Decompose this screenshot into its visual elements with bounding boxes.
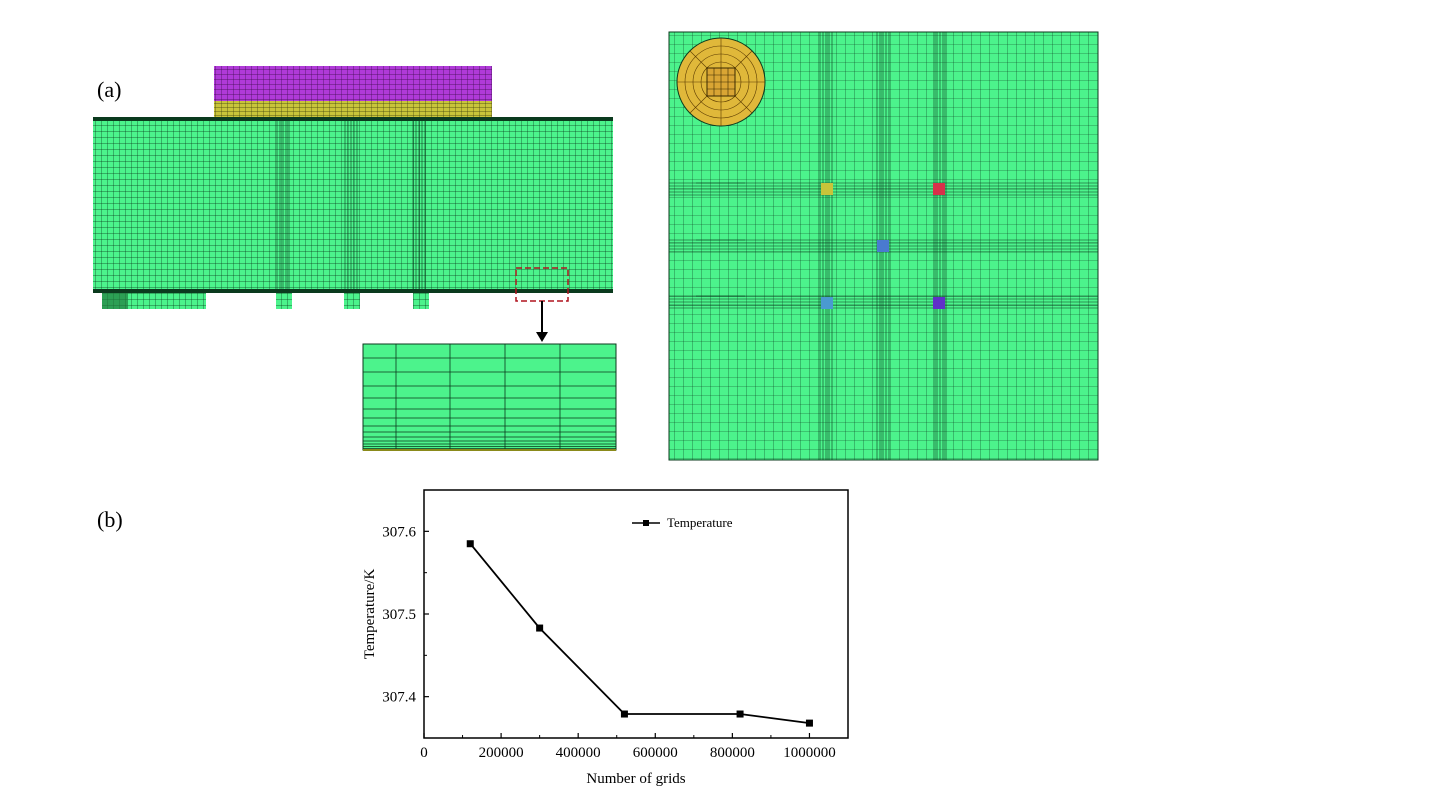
x-axis-label: Number of grids bbox=[586, 771, 685, 787]
data-point bbox=[536, 624, 544, 632]
heat-source bbox=[821, 297, 833, 309]
bottom-pillar bbox=[344, 293, 360, 309]
x-tick-label: 800000 bbox=[710, 745, 755, 761]
x-tick-label: 1000000 bbox=[783, 745, 836, 761]
data-point bbox=[466, 540, 474, 548]
heat-source bbox=[821, 183, 833, 195]
top-view-mesh bbox=[668, 31, 1099, 461]
x-tick-label: 600000 bbox=[633, 745, 678, 761]
panel-b-label: (b) bbox=[97, 507, 123, 532]
legend: Temperature bbox=[632, 515, 733, 530]
data-point bbox=[736, 710, 744, 718]
fluid-domain-mesh bbox=[93, 119, 613, 292]
y-tick-label: 307.6 bbox=[382, 524, 416, 540]
y-tick-label: 307.5 bbox=[382, 607, 416, 623]
y-axis-label: Temperature/K bbox=[362, 569, 378, 660]
zoomed-mesh-detail bbox=[362, 343, 617, 451]
x-tick-label: 0 bbox=[420, 745, 428, 761]
heat-source bbox=[877, 240, 889, 252]
heat-source bbox=[933, 297, 945, 309]
x-tick-label: 200000 bbox=[479, 745, 524, 761]
panel-a-label: (a) bbox=[97, 77, 121, 102]
data-point bbox=[805, 719, 813, 727]
bottom-pillar bbox=[276, 293, 292, 309]
series-line bbox=[469, 543, 810, 724]
legend-label: Temperature bbox=[667, 515, 733, 530]
x-tick-label: 400000 bbox=[556, 745, 601, 761]
heat-sink-mesh bbox=[214, 66, 492, 101]
data-point bbox=[620, 710, 628, 718]
legend-marker bbox=[643, 520, 649, 526]
plot-frame bbox=[423, 489, 849, 739]
bottom-pillar bbox=[413, 293, 429, 309]
side-view-mesh bbox=[93, 66, 613, 342]
grid-independence-chart: 0 200000 400000 600000 800000 1000000 307.430… bbox=[362, 489, 849, 787]
y-tick-label: 307.4 bbox=[382, 690, 416, 706]
y-ticks: 307.4 307.5 307.6 bbox=[382, 489, 429, 739]
heat-source bbox=[933, 183, 945, 195]
substrate-mesh bbox=[214, 101, 492, 119]
x-ticks: 0 200000 400000 600000 800000 1000000 bbox=[420, 733, 836, 761]
series-layer bbox=[466, 540, 813, 727]
